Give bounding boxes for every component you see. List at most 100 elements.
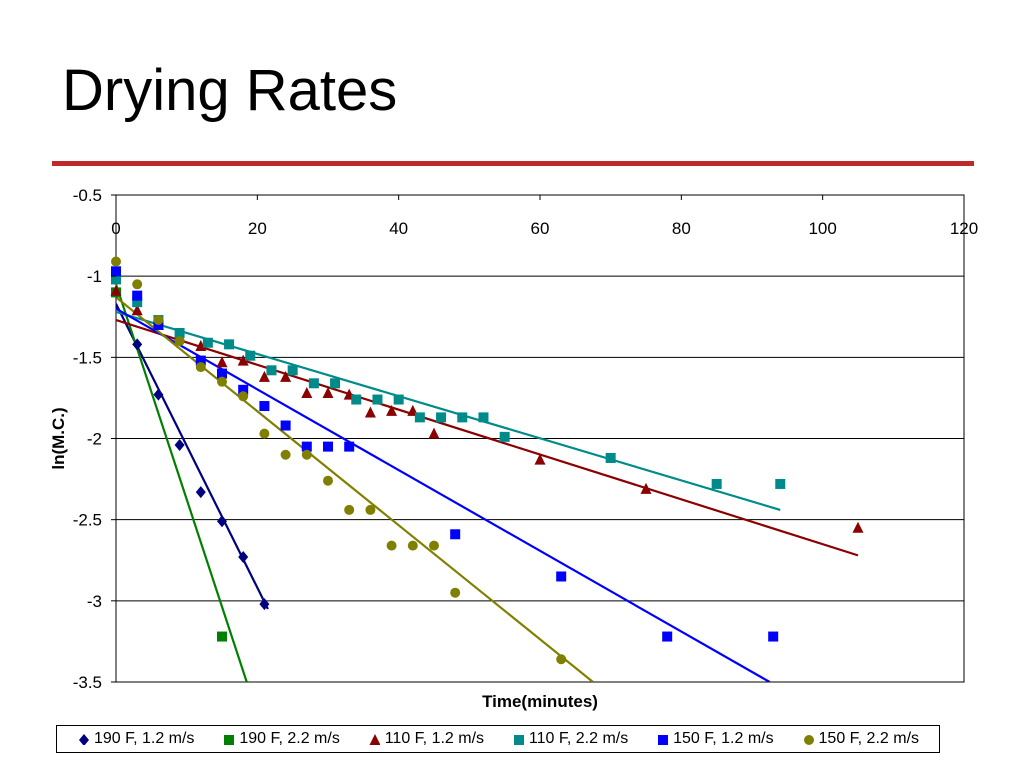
- chart-legend: 190 F, 1.2 m/s 190 F, 2.2 m/s 110 F, 1.2 m…: [56, 725, 940, 753]
- legend-label: 190 F, 2.2 m/s: [239, 730, 340, 747]
- x-axis-ticks: 0 20 40 60 80 100 120: [111, 195, 978, 238]
- data-point: [195, 355, 206, 366]
- data-point: [351, 394, 362, 405]
- legend-marker-shape: [369, 734, 380, 745]
- legend-marker-icon: [513, 735, 524, 745]
- legend-label: 190 F, 1.2 m/s: [93, 730, 195, 747]
- data-point: [365, 504, 376, 515]
- data-point: [224, 339, 235, 350]
- data-point: [202, 337, 213, 348]
- data-point: [344, 441, 355, 452]
- slide-title: Drying Rates: [62, 58, 398, 123]
- x-tick-label: 0: [111, 219, 120, 238]
- legend-marker-icon: [369, 734, 380, 745]
- data-point: [245, 350, 256, 361]
- data-point: [217, 376, 227, 387]
- data-point: [110, 284, 122, 296]
- data-point: [534, 453, 546, 465]
- legend-marker-shape: [803, 735, 814, 745]
- trendline: [116, 310, 781, 511]
- data-point: [428, 427, 440, 439]
- legend-marker-icon: [658, 735, 669, 745]
- data-markers: [110, 256, 864, 665]
- data-point: [308, 378, 319, 389]
- data-point: [407, 540, 418, 551]
- legend-item: 150 F, 2.2 m/s: [802, 730, 920, 748]
- data-point: [775, 478, 786, 489]
- legend-label: 150 F, 1.2 m/s: [673, 730, 774, 747]
- x-tick-label: 40: [389, 219, 408, 238]
- y-tick-label: -1: [87, 267, 102, 286]
- legend-marker-shape: [513, 735, 524, 745]
- legend-label: 110 F, 2.2 m/s: [528, 730, 629, 747]
- data-point: [478, 412, 489, 423]
- data-point: [499, 431, 510, 442]
- data-point: [259, 428, 270, 439]
- data-point: [386, 540, 397, 551]
- data-point: [450, 529, 461, 540]
- data-point: [132, 338, 143, 351]
- data-point: [195, 339, 207, 351]
- data-point: [301, 387, 313, 399]
- data-point: [640, 482, 652, 494]
- x-axis-title: Time(minutes): [482, 692, 598, 711]
- legend-label: 150 F, 2.2 m/s: [818, 730, 920, 747]
- data-point: [323, 475, 333, 486]
- y-tick-label: -3.5: [73, 673, 102, 692]
- data-point: [195, 486, 206, 499]
- data-point: [238, 384, 249, 395]
- data-point: [111, 256, 121, 267]
- data-point: [280, 370, 292, 382]
- x-tick-label: 120: [950, 219, 978, 238]
- y-tick-label: -2.5: [73, 511, 102, 530]
- data-point: [217, 515, 227, 528]
- legend-marker-shape: [224, 735, 235, 745]
- legend-marker-icon: [224, 735, 235, 745]
- legend-item: 190 F, 1.2 m/s: [77, 730, 195, 748]
- legend-item: 110 F, 1.2 m/s: [368, 730, 484, 748]
- legend-marker-icon: [78, 734, 89, 745]
- data-point: [414, 412, 425, 423]
- data-point: [174, 336, 185, 347]
- data-point: [216, 356, 228, 368]
- title-divider: [52, 161, 974, 166]
- data-point: [301, 441, 312, 452]
- data-point: [238, 551, 249, 564]
- legend-item: 150 F, 1.2 m/s: [656, 730, 774, 748]
- data-point: [605, 452, 616, 463]
- data-point: [280, 449, 291, 460]
- data-point: [386, 404, 398, 416]
- data-point: [287, 365, 298, 376]
- data-point: [457, 412, 468, 423]
- trendline: [116, 318, 859, 557]
- trendline: [116, 296, 594, 682]
- data-point: [259, 598, 270, 611]
- data-point: [372, 394, 383, 405]
- data-point: [301, 449, 312, 460]
- y-axis-ticks: -0.5 -1 -1.5 -2 -2.5 -3 -3.5: [73, 186, 116, 692]
- data-point: [258, 370, 270, 382]
- data-point: [330, 378, 341, 389]
- data-point: [259, 401, 270, 412]
- legend-marker-icon: [803, 735, 814, 745]
- data-point: [132, 297, 143, 308]
- data-point: [131, 304, 143, 316]
- x-tick-label: 60: [531, 219, 550, 238]
- data-point: [450, 587, 461, 598]
- data-point: [174, 327, 185, 338]
- legend-item: 110 F, 2.2 m/s: [512, 730, 628, 748]
- data-point: [132, 279, 143, 290]
- data-point: [852, 521, 864, 533]
- data-point: [711, 478, 722, 489]
- y-tick-label: -3: [87, 592, 102, 611]
- y-tick-label: -1.5: [73, 348, 102, 367]
- data-point: [237, 354, 249, 366]
- data-point: [111, 266, 121, 277]
- data-point: [768, 631, 779, 642]
- data-point: [217, 368, 227, 379]
- data-point: [153, 314, 164, 325]
- data-point: [195, 362, 206, 373]
- data-point: [344, 504, 355, 515]
- data-point: [323, 441, 333, 452]
- legend-marker-shape: [78, 734, 89, 745]
